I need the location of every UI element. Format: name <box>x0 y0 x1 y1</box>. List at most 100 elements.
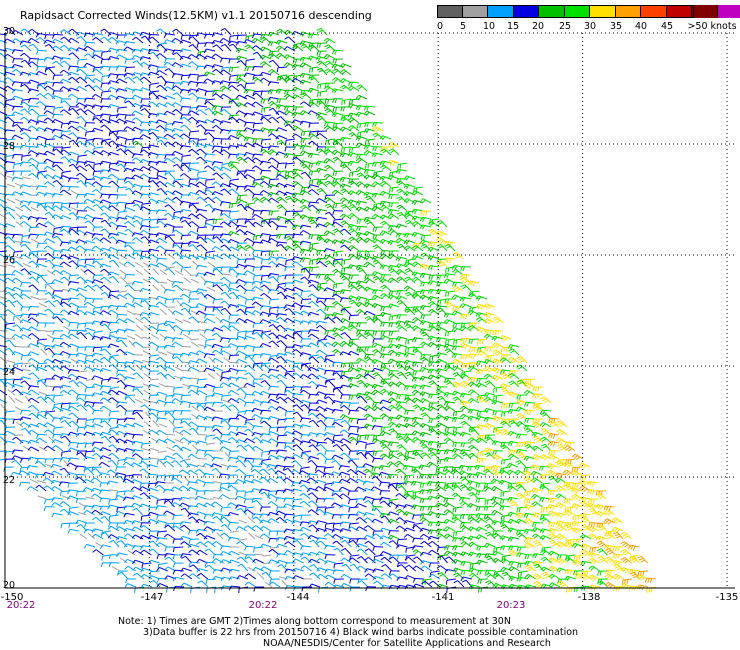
barb-feather <box>439 222 443 224</box>
barb-feather <box>156 238 159 241</box>
barb-staff <box>198 106 207 107</box>
wind-barb <box>53 91 63 95</box>
barb-feather <box>100 194 102 198</box>
barb-staff <box>31 158 39 163</box>
wind-barb <box>246 59 255 65</box>
barb-feather <box>221 139 222 143</box>
barb-staff <box>14 177 23 179</box>
barb-feather <box>268 198 271 201</box>
barb-staff <box>70 152 79 155</box>
wind-barb <box>348 82 359 86</box>
barb-staff <box>334 171 343 172</box>
wind-barb <box>357 226 367 230</box>
barb-feather <box>463 267 464 271</box>
barb-feather <box>374 135 378 137</box>
barb-staff <box>126 120 135 123</box>
wind-barb <box>173 93 183 99</box>
wind-barb <box>221 189 231 195</box>
barb-feather <box>0 205 1 207</box>
wind-barb <box>397 189 407 195</box>
barb-staff <box>198 178 207 179</box>
barb-feather <box>133 77 137 79</box>
barb-staff <box>153 52 159 59</box>
barb-feather <box>365 164 366 168</box>
barb-feather <box>367 198 371 200</box>
barb-feather <box>247 67 248 71</box>
barb-staff <box>143 207 151 211</box>
barb-staff <box>159 120 167 123</box>
wind-barb <box>165 59 175 63</box>
barb-feather <box>414 257 417 261</box>
barb-staff <box>63 79 71 83</box>
barb-feather <box>320 92 321 96</box>
barb-feather <box>302 216 305 219</box>
barb-feather <box>300 102 304 105</box>
barb-feather <box>245 67 246 71</box>
barb-feather <box>277 140 281 142</box>
barb-staff <box>198 209 207 211</box>
wind-barb <box>356 154 367 158</box>
barb-feather <box>222 87 225 90</box>
barb-feather <box>93 275 94 279</box>
barb-feather <box>326 160 329 163</box>
barb-feather <box>181 36 182 40</box>
barb-feather <box>326 71 330 73</box>
barb-feather <box>447 246 451 248</box>
barb-feather <box>212 197 216 200</box>
wind-barb <box>220 234 231 238</box>
barb-feather <box>262 151 266 154</box>
barb-staff <box>358 131 367 132</box>
barb-feather <box>356 182 360 185</box>
barb-feather <box>343 138 345 142</box>
barb-feather <box>271 211 272 215</box>
barb-staff <box>208 262 215 267</box>
barb-feather <box>319 190 323 192</box>
barb-staff <box>169 172 175 179</box>
barb-feather <box>52 61 56 64</box>
barb-feather <box>368 251 369 255</box>
wind-barb <box>108 152 119 156</box>
barb-staff <box>310 153 319 155</box>
wind-barb <box>29 227 39 232</box>
barb-staff <box>198 171 207 172</box>
barb-feather <box>108 37 112 40</box>
barb-feather <box>390 176 393 180</box>
barb-feather <box>180 98 182 102</box>
barb-staff <box>118 225 127 227</box>
wind-barb <box>293 107 303 111</box>
barb-feather <box>36 38 40 41</box>
wind-barb <box>285 267 295 271</box>
barb-staff <box>334 251 343 252</box>
barb-feather <box>301 172 305 174</box>
barb-feather <box>424 236 425 240</box>
barb-feather <box>326 87 329 90</box>
wind-barb <box>101 252 111 259</box>
barb-staff <box>305 44 311 51</box>
barb-feather <box>124 181 128 184</box>
barb-feather <box>333 157 337 159</box>
barb-staff <box>278 75 287 77</box>
wind-barb <box>189 37 199 43</box>
barb-feather <box>247 137 249 141</box>
wind-barb <box>213 226 223 230</box>
barb-feather <box>277 99 278 103</box>
barb-staff <box>254 179 263 180</box>
barb-staff <box>320 61 327 67</box>
barb-staff <box>159 238 167 243</box>
barb-feather <box>358 175 362 177</box>
barb-staff <box>200 197 207 203</box>
barb-feather <box>312 163 313 167</box>
barb-feather <box>44 239 47 242</box>
wind-barb <box>332 112 343 117</box>
wind-barb <box>37 163 47 168</box>
barb-staff <box>38 186 47 187</box>
barb-feather <box>29 147 30 151</box>
barb-feather <box>366 112 369 115</box>
barb-feather <box>164 134 167 137</box>
barb-feather <box>45 260 49 262</box>
barb-feather <box>60 70 63 73</box>
wind-barb <box>31 239 39 243</box>
wind-barb <box>268 146 279 150</box>
barb-feather <box>277 244 281 246</box>
barb-staff <box>118 66 127 67</box>
